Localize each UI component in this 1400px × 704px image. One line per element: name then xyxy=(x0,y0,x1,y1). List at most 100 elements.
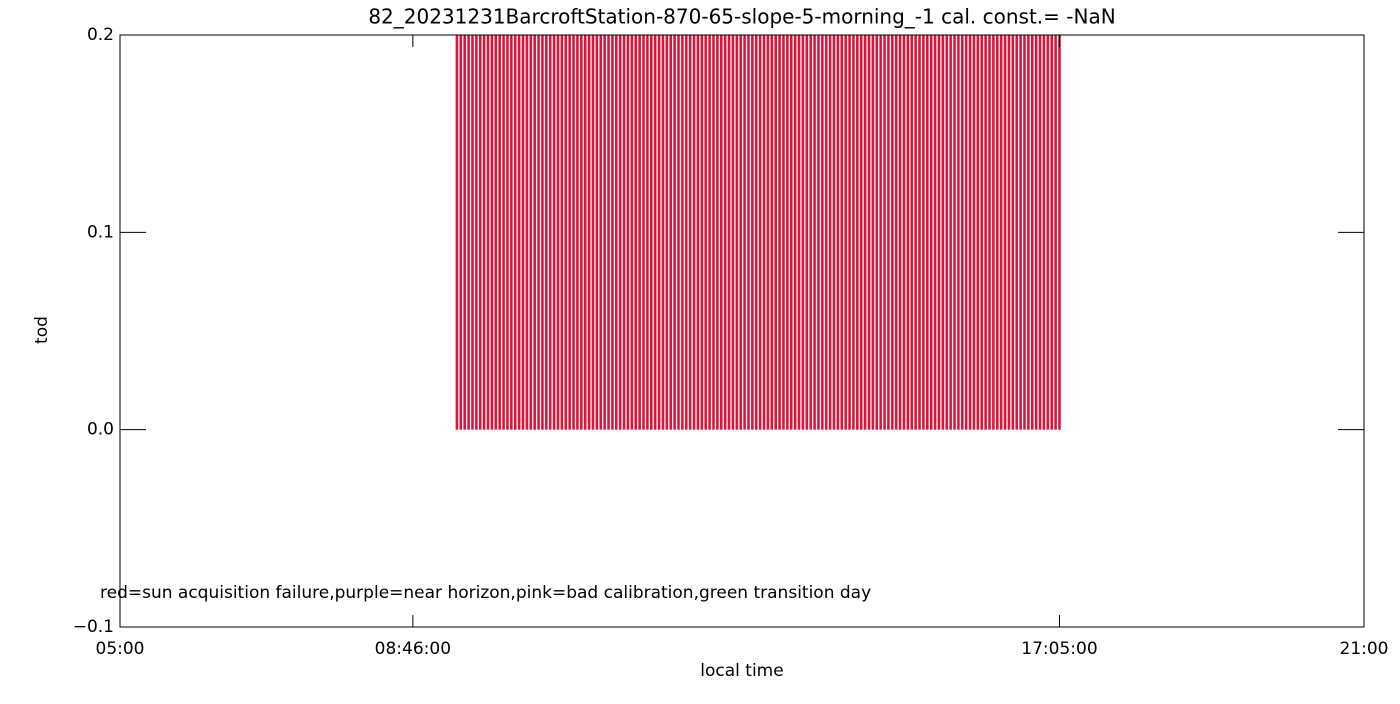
bar xyxy=(653,35,657,430)
bar xyxy=(618,35,622,430)
bar xyxy=(533,35,536,430)
bar xyxy=(537,35,540,430)
bar xyxy=(1054,35,1057,430)
bar xyxy=(552,35,556,430)
bar xyxy=(677,35,680,430)
bar xyxy=(498,35,501,430)
bar xyxy=(898,35,902,430)
bar xyxy=(482,35,486,430)
bar xyxy=(972,35,976,430)
bar xyxy=(704,35,708,430)
bar xyxy=(642,35,645,430)
bar xyxy=(984,35,987,430)
bar xyxy=(747,35,750,430)
bar xyxy=(809,35,812,430)
bar xyxy=(661,35,665,430)
bar xyxy=(525,35,529,430)
bar xyxy=(758,35,762,430)
bar xyxy=(1030,35,1034,430)
bar xyxy=(793,35,797,430)
bar xyxy=(455,35,459,430)
bar xyxy=(1038,35,1042,430)
bar xyxy=(669,35,673,430)
bar xyxy=(805,35,809,430)
bar xyxy=(486,35,490,430)
bar xyxy=(1042,35,1046,430)
bar xyxy=(976,35,980,430)
bar xyxy=(906,35,910,430)
bar xyxy=(926,35,929,430)
bar xyxy=(572,35,575,430)
x-tick-label: 21:00 xyxy=(1340,639,1389,659)
bar xyxy=(688,35,692,430)
bar xyxy=(918,35,921,430)
bar xyxy=(891,35,894,430)
bar xyxy=(611,35,614,430)
bar xyxy=(929,35,933,430)
bar xyxy=(478,35,482,430)
bar xyxy=(801,35,805,430)
bar xyxy=(681,35,684,430)
bar xyxy=(731,35,735,430)
bar xyxy=(626,35,630,430)
bar xyxy=(902,35,906,430)
y-tick-label: 0.0 xyxy=(87,420,114,440)
bar xyxy=(568,35,571,430)
bar xyxy=(510,35,513,430)
bar xyxy=(548,35,552,430)
bar xyxy=(836,35,840,430)
bar xyxy=(599,35,603,430)
bar xyxy=(564,35,568,430)
bar xyxy=(727,35,731,430)
x-tick-label: 05:00 xyxy=(96,639,145,659)
y-tick-label: 0.2 xyxy=(87,25,114,45)
bar xyxy=(910,35,914,430)
bar xyxy=(576,35,579,430)
bar xyxy=(871,35,875,430)
bar xyxy=(622,35,626,430)
bar xyxy=(521,35,525,430)
bar xyxy=(490,35,494,430)
bar xyxy=(883,35,886,430)
bar xyxy=(560,35,564,430)
bar xyxy=(844,35,847,430)
bar xyxy=(708,35,711,430)
bar xyxy=(716,35,719,430)
bar xyxy=(824,35,828,430)
bar xyxy=(1011,35,1015,430)
bar xyxy=(494,35,498,430)
bar xyxy=(817,35,820,430)
y-tick-label: 0.1 xyxy=(87,222,114,242)
bar xyxy=(980,35,984,430)
y-axis-label: tod xyxy=(32,316,52,344)
bar xyxy=(988,35,991,430)
bar xyxy=(863,35,867,430)
bar xyxy=(1003,35,1007,430)
bar xyxy=(1015,35,1019,430)
bar xyxy=(957,35,960,430)
bar xyxy=(995,35,999,430)
plot-frame xyxy=(119,34,1365,628)
bar xyxy=(922,35,925,430)
bar xyxy=(517,35,521,430)
bar xyxy=(774,35,777,430)
bar xyxy=(587,35,591,430)
bar xyxy=(1034,35,1038,430)
bar xyxy=(467,35,470,430)
bar xyxy=(630,35,634,430)
bar xyxy=(789,35,793,430)
annotation: red=sun acquisition failure,purple=near … xyxy=(100,583,871,603)
x-tick-label: 08:46:00 xyxy=(375,639,451,659)
bar xyxy=(1050,35,1053,430)
bar xyxy=(463,35,466,430)
bar xyxy=(580,35,583,430)
bar xyxy=(848,35,851,430)
bar xyxy=(545,35,548,430)
bar xyxy=(591,35,595,430)
bar xyxy=(723,35,727,430)
y-tick-label: −0.1 xyxy=(73,617,114,637)
chart-title: 82_20231231BarcroftStation-870-65-slope-… xyxy=(368,5,1115,29)
bar xyxy=(649,35,653,430)
